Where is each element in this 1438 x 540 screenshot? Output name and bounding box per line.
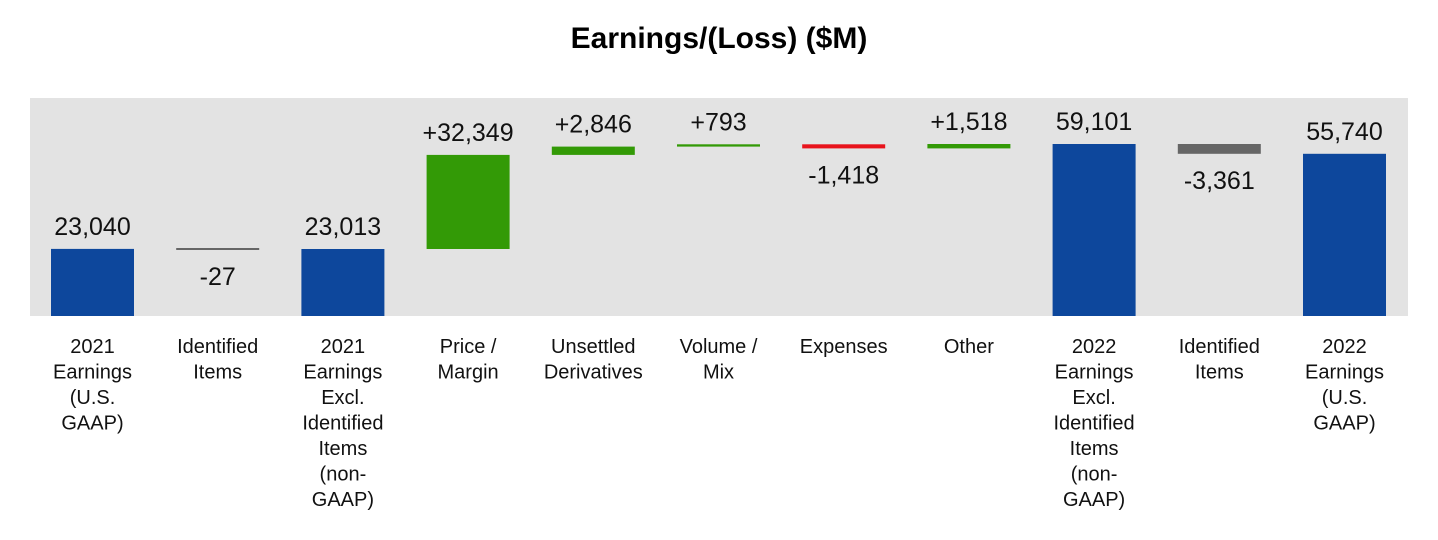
category-label: Price / Margin bbox=[438, 336, 499, 384]
category-label: Expenses bbox=[800, 336, 888, 358]
data-label: -3,361 bbox=[1184, 167, 1255, 195]
bar-increase bbox=[426, 154, 510, 249]
data-label: -27 bbox=[200, 263, 236, 291]
bar-total bbox=[301, 249, 385, 316]
category-label: 2021 Earnings (U.S. GAAP) bbox=[53, 336, 132, 435]
bar-increase bbox=[677, 144, 760, 147]
data-label: +793 bbox=[690, 108, 746, 136]
bar-total bbox=[51, 248, 134, 316]
plot-background bbox=[30, 98, 1408, 316]
bar-increase bbox=[927, 144, 1011, 149]
bar-identified bbox=[1177, 144, 1261, 154]
category-label: 2022 Earnings (U.S. GAAP) bbox=[1305, 336, 1384, 435]
category-label: 2022 Earnings Excl. Identified Items (non-GAA… bbox=[1054, 336, 1135, 511]
category-label: Other bbox=[944, 336, 994, 358]
category-label: Identified Items bbox=[177, 336, 258, 384]
category-label: Volume / Mix bbox=[680, 336, 758, 384]
category-label: Unsettled Derivatives bbox=[544, 336, 643, 384]
data-label: -1,418 bbox=[808, 161, 879, 189]
data-label: 59,101 bbox=[1056, 108, 1132, 136]
chart-title: Earnings/(Loss) ($M) bbox=[570, 22, 868, 55]
bar-identified bbox=[176, 248, 260, 250]
data-label: +32,349 bbox=[423, 119, 514, 147]
bar-increase bbox=[551, 146, 635, 155]
category-label: 2021 Earnings Excl. Identified Items (non-GAA… bbox=[302, 336, 383, 511]
data-label: 55,740 bbox=[1306, 118, 1382, 146]
data-label: 23,040 bbox=[54, 213, 130, 241]
bar-decrease bbox=[802, 144, 886, 149]
data-label: 23,013 bbox=[305, 213, 381, 241]
bar-total bbox=[1052, 144, 1136, 316]
category-label: Identified Items bbox=[1179, 336, 1260, 384]
data-label: +2,846 bbox=[555, 111, 632, 139]
data-label: +1,518 bbox=[930, 108, 1007, 136]
bar-total bbox=[1303, 153, 1386, 316]
